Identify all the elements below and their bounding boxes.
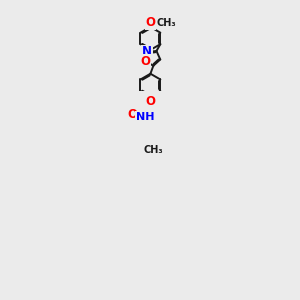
Text: O: O <box>128 108 137 121</box>
Text: N: N <box>142 46 152 59</box>
Text: CH₃: CH₃ <box>156 18 176 28</box>
Text: O: O <box>140 55 150 68</box>
Text: O: O <box>146 95 155 108</box>
Text: CH₃: CH₃ <box>144 145 164 154</box>
Text: NH: NH <box>136 112 154 122</box>
Text: O: O <box>146 16 155 29</box>
